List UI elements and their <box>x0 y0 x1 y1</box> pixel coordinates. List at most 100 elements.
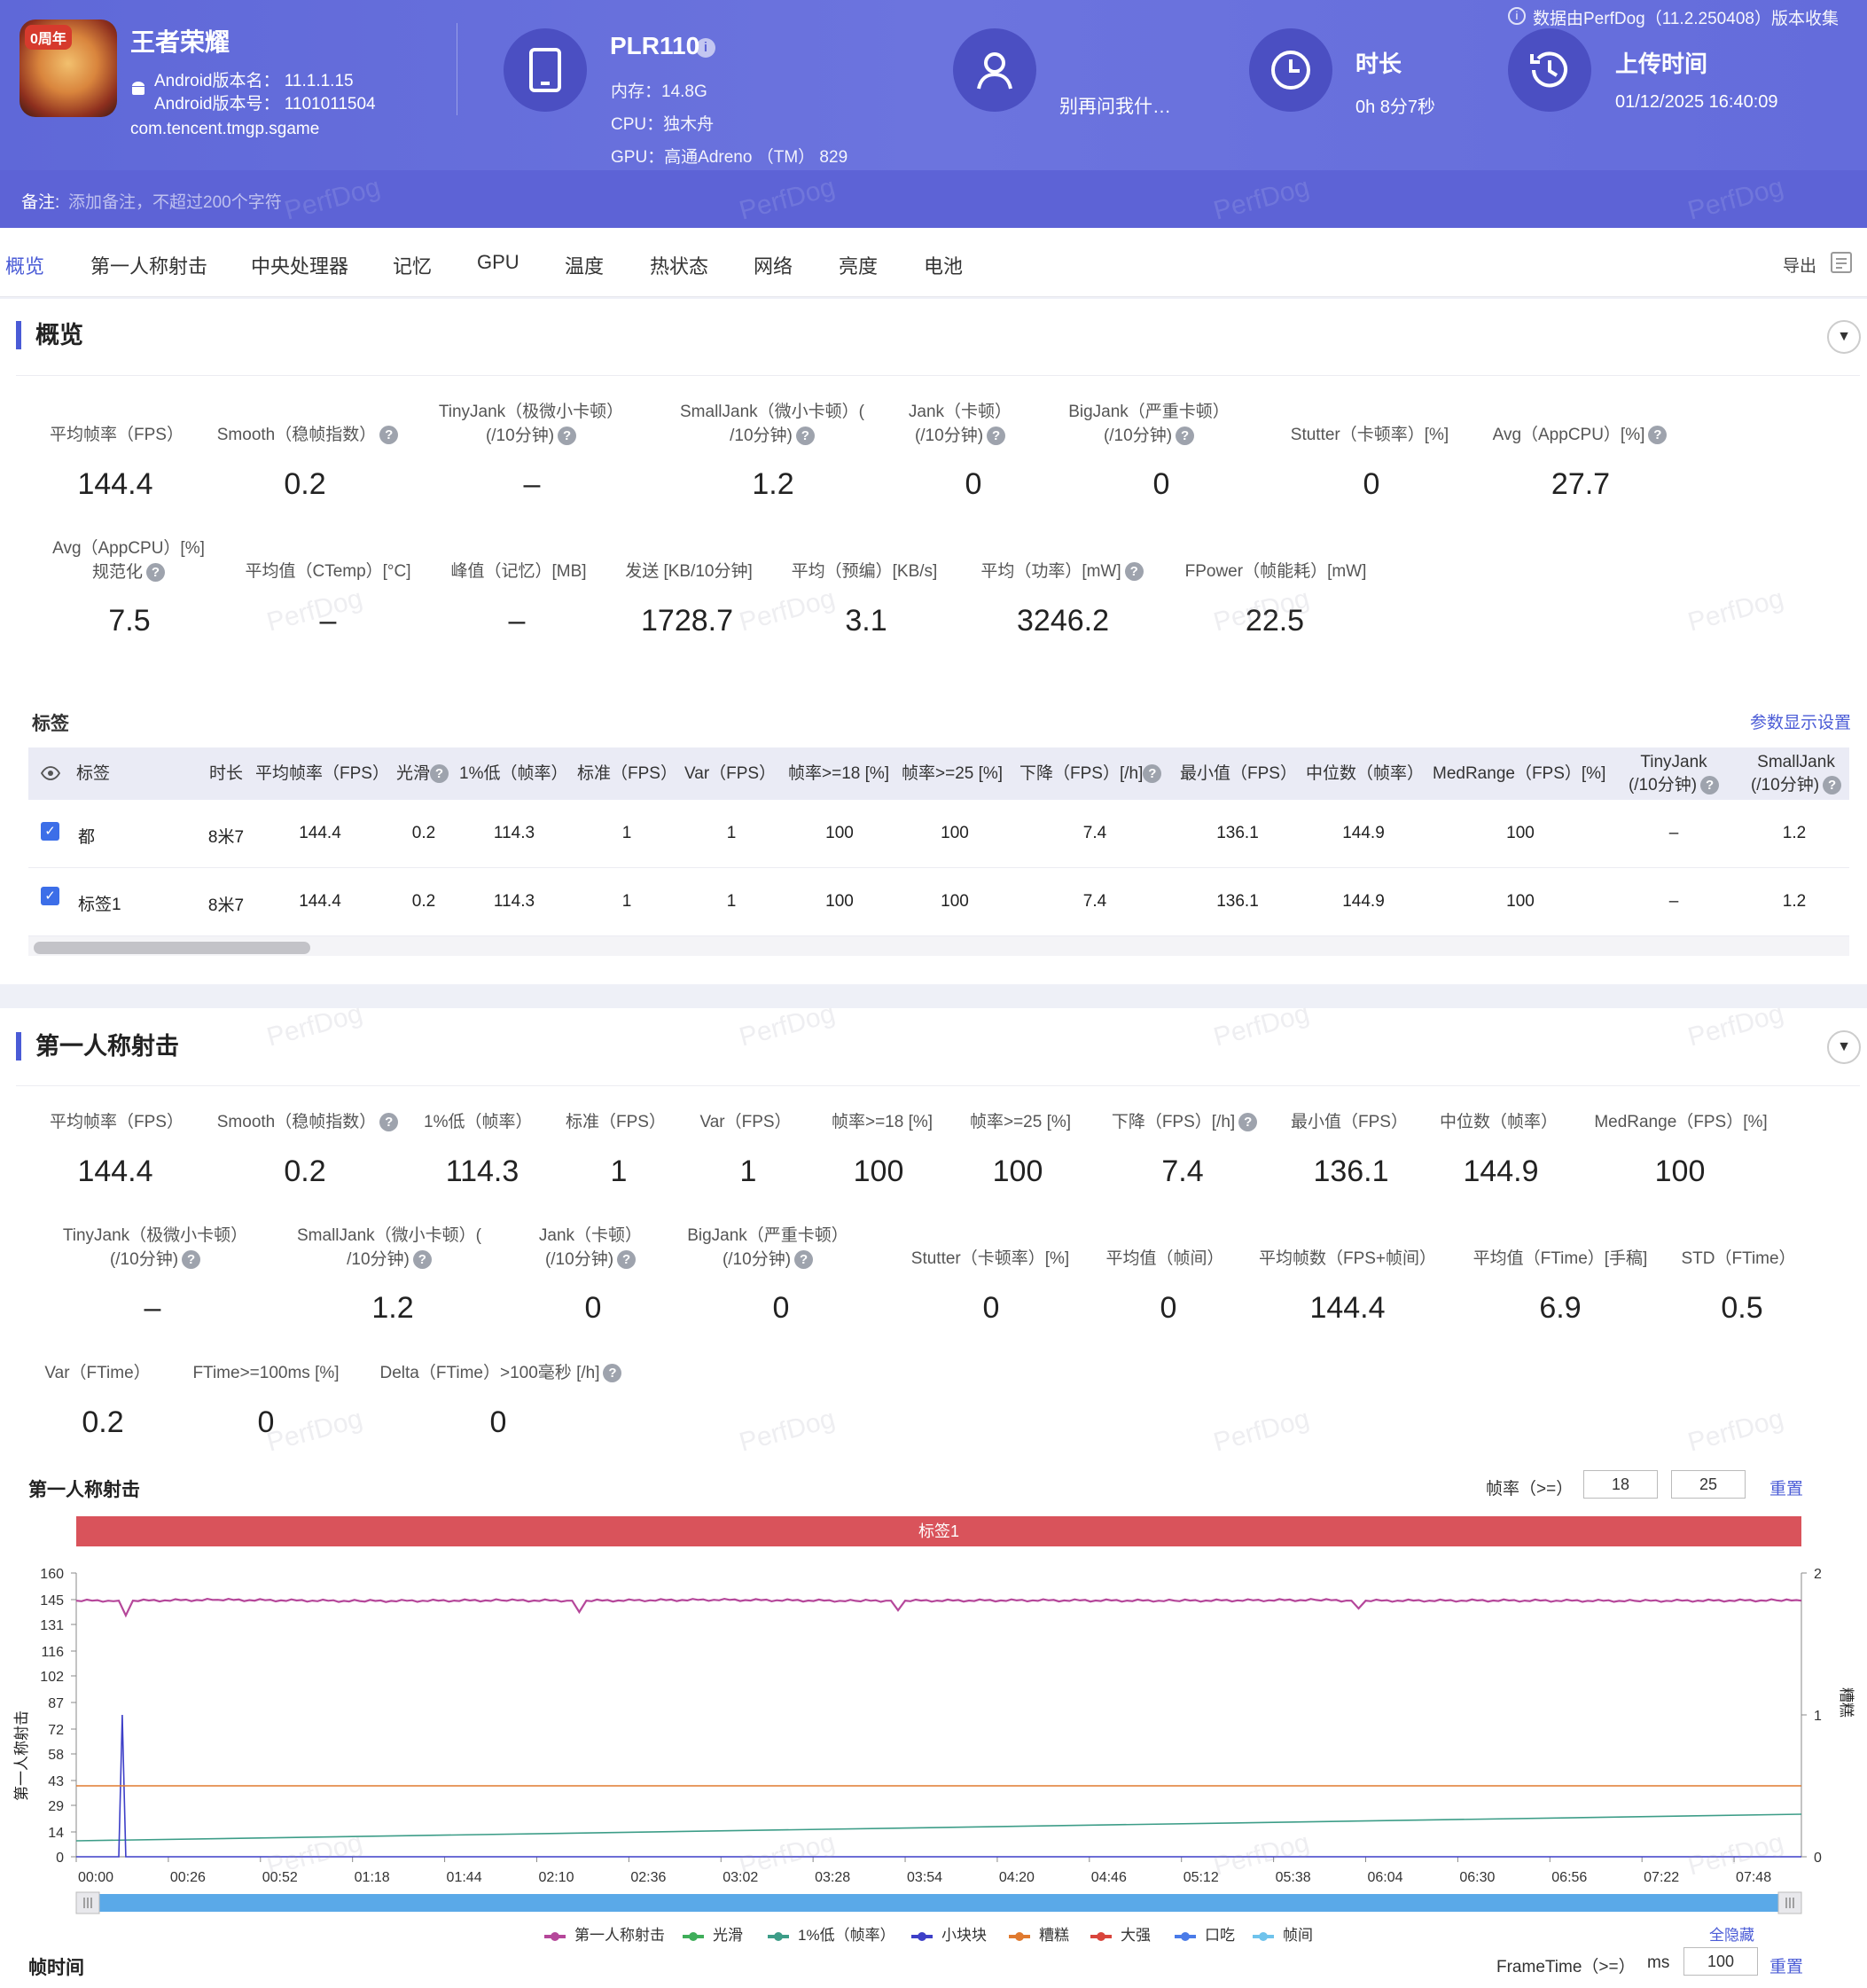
legend-item[interactable]: 第一人称射击 <box>544 1922 665 1945</box>
help-icon[interactable]: ? <box>379 426 399 445</box>
tab-memory[interactable]: 记忆 <box>393 255 433 278</box>
android-version-code: Android版本号： 1101011504 <box>154 95 376 113</box>
metric-label-sub: /10分钟) <box>730 427 793 445</box>
tab-gpu[interactable]: GPU <box>477 251 519 273</box>
help-icon[interactable]: ? <box>987 427 1006 446</box>
metric-label: 峰值（记忆）[MB] <box>450 562 587 581</box>
y2-tick-label: 0 <box>1814 1851 1822 1866</box>
legend-item[interactable]: 大强 <box>1090 1922 1151 1945</box>
col-header-drop[interactable]: 下降（FPS）[/h] <box>1019 764 1144 783</box>
help-icon[interactable]: ? <box>558 427 577 446</box>
collapse-fps-icon[interactable]: ▼ <box>1827 1030 1861 1064</box>
horizontal-scrollbar-thumb[interactable] <box>34 942 310 954</box>
metric-label: SmallJank（微小卡顿）( <box>297 1226 481 1245</box>
series-line[interactable] <box>75 1597 1802 1618</box>
col-header-var[interactable]: Var（FPS） <box>684 764 777 783</box>
col-header-median[interactable]: 中位数（帧率） <box>1306 764 1425 783</box>
y-tick-label: 58 <box>48 1748 64 1763</box>
frametime-unit: ms <box>1647 1953 1670 1972</box>
info-icon[interactable]: i <box>696 38 715 58</box>
help-icon[interactable]: ? <box>617 1250 637 1270</box>
export-button[interactable]: 导出 <box>1783 257 1817 276</box>
help-icon[interactable]: ? <box>379 1113 399 1132</box>
col-header-smalljank[interactable]: SmallJank <box>1757 753 1835 771</box>
legend-item[interactable]: 小块块 <box>911 1922 987 1945</box>
export-icon[interactable] <box>1829 250 1854 279</box>
reset-button[interactable]: 重置 <box>1769 1480 1804 1499</box>
legend-item[interactable]: 1%低（帧率） <box>768 1922 895 1945</box>
tab-cpu[interactable]: 中央处理器 <box>251 255 349 278</box>
col-header-tinyjank[interactable]: TinyJank <box>1640 753 1707 771</box>
col-header-avg-fps[interactable]: 平均帧率（FPS） <box>255 764 389 783</box>
param-settings-link[interactable]: 参数显示设置 <box>1750 714 1852 732</box>
series-line[interactable] <box>75 1813 1802 1842</box>
time-range-slider[interactable] <box>76 1894 1801 1912</box>
cell: – <box>1668 824 1679 842</box>
help-icon[interactable]: ? <box>1238 1113 1258 1132</box>
eye-icon[interactable] <box>40 764 61 787</box>
collapse-overview-icon[interactable]: ▼ <box>1827 320 1861 354</box>
row-checkbox[interactable]: ✓ <box>41 887 59 905</box>
chart-title: 第一人称射击 <box>28 1480 140 1500</box>
divider <box>16 1085 1860 1086</box>
help-icon[interactable]: ? <box>146 563 165 583</box>
col-header-1pct-low[interactable]: 1%低（帧率） <box>459 764 568 783</box>
legend-item[interactable]: 光滑 <box>683 1922 743 1945</box>
metric-label: 标准（FPS） <box>566 1113 666 1131</box>
row-checkbox[interactable]: ✓ <box>41 822 59 841</box>
help-icon[interactable]: ? <box>412 1250 432 1270</box>
legend-item[interactable]: 帧间 <box>1253 1922 1313 1945</box>
col-header-smooth[interactable]: 光滑 <box>396 764 431 783</box>
metric-label: Avg（AppCPU）[%] <box>52 539 205 558</box>
col-header-sub: (/10分钟) <box>1750 776 1820 794</box>
metric-label: Smooth（稳帧指数） <box>216 426 377 444</box>
legend-label: 光滑 <box>713 1927 743 1944</box>
tab-thermal[interactable]: 热状态 <box>650 255 709 278</box>
help-icon[interactable]: ? <box>1823 776 1842 795</box>
metric-label: 平均帧数（FPS+帧间） <box>1258 1249 1437 1268</box>
tab-battery[interactable]: 电池 <box>924 255 964 278</box>
tag-band[interactable] <box>76 1516 1801 1546</box>
hide-all-button[interactable]: 全隐藏 <box>1709 1927 1754 1944</box>
help-icon[interactable]: ? <box>603 1364 622 1383</box>
fps-threshold-1-input[interactable]: 18 <box>1583 1470 1658 1499</box>
help-icon[interactable]: ? <box>182 1250 201 1270</box>
tab-temperature[interactable]: 温度 <box>565 255 605 278</box>
help-icon[interactable]: ? <box>794 1250 814 1270</box>
cell-tag: 标签1 <box>78 896 121 914</box>
help-icon[interactable]: ? <box>1648 426 1668 445</box>
horizontal-scrollbar-track[interactable] <box>28 936 1849 956</box>
fps-threshold-2-input[interactable]: 25 <box>1671 1470 1746 1499</box>
col-header-tag[interactable]: 标签 <box>76 764 111 783</box>
col-header-duration[interactable]: 时长 <box>209 764 244 783</box>
col-header-medrange[interactable]: MedRange（FPS）[%] <box>1433 764 1606 783</box>
metric-value: 6.9 <box>1539 1291 1582 1325</box>
tab-fps[interactable]: 第一人称射击 <box>90 255 208 278</box>
x-tick-label: 03:02 <box>723 1870 758 1885</box>
col-header-fps25[interactable]: 帧率>=25 [%] <box>902 764 1004 783</box>
note-input[interactable]: 添加备注，不超过200个字符 <box>68 193 282 212</box>
tab-brightness[interactable]: 亮度 <box>839 255 879 278</box>
col-header-fps18[interactable]: 帧率>=18 [%] <box>788 764 890 783</box>
help-icon[interactable]: ? <box>1700 776 1720 795</box>
help-icon[interactable]: ? <box>1124 562 1144 582</box>
history-icon <box>1508 28 1591 112</box>
y-tick-label: 72 <box>48 1723 64 1738</box>
legend-item[interactable]: 口吃 <box>1175 1922 1235 1945</box>
tab-overview[interactable]: 概览 <box>5 255 45 278</box>
metric-value: 3.1 <box>845 604 887 638</box>
help-icon[interactable]: ? <box>795 427 815 446</box>
frametime-threshold-input[interactable]: 100 <box>1683 1947 1758 1976</box>
help-icon[interactable]: ? <box>1176 427 1195 446</box>
tab-network[interactable]: 网络 <box>754 255 793 278</box>
help-icon[interactable]: ? <box>430 764 449 784</box>
legend-label: 帧间 <box>1283 1927 1313 1944</box>
col-header-std[interactable]: 标准（FPS） <box>577 764 677 783</box>
metric-label-sub: (/10分钟) <box>722 1250 792 1269</box>
legend-item[interactable]: 糟糕 <box>1009 1922 1069 1945</box>
cell: 114.3 <box>493 824 535 842</box>
col-header-min[interactable]: 最小值（FPS） <box>1180 764 1297 783</box>
metric-value: 0 <box>772 1291 790 1325</box>
frametime-reset-button[interactable]: 重置 <box>1769 1958 1804 1976</box>
help-icon[interactable]: ? <box>1143 764 1162 784</box>
